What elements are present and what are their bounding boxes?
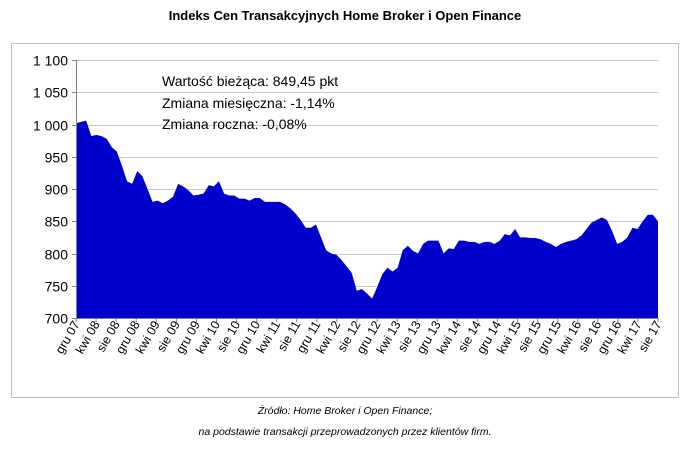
current-value-annotation: Wartość bieżąca: 849,45 pkt — [162, 73, 339, 89]
y-tick-label: 850 — [45, 214, 69, 230]
y-tick-label: 800 — [45, 247, 69, 263]
y-tick-label: 900 — [45, 182, 69, 198]
y-tick-label: 1 100 — [33, 53, 68, 69]
y-tick-label: 1 000 — [33, 118, 68, 134]
y-tick-label: 950 — [45, 150, 69, 166]
chart-title: Indeks Cen Transakcyjnych Home Broker i … — [168, 8, 522, 23]
chart-outer-border — [11, 43, 679, 398]
source-line-1: Źródło: Home Broker i Open Finance; — [257, 405, 433, 417]
index-area-series — [76, 120, 658, 318]
source-line-2: na podstawie transakcji przeprowadzonych… — [198, 426, 492, 438]
yearly-change-annotation: Zmiana roczna: -0,08% — [162, 116, 307, 132]
y-tick-label: 750 — [45, 279, 69, 295]
y-tick-label: 1 050 — [33, 85, 68, 101]
monthly-change-annotation: Zmiana miesięczna: -1,14% — [162, 95, 335, 111]
y-tick-label: 700 — [45, 311, 69, 327]
